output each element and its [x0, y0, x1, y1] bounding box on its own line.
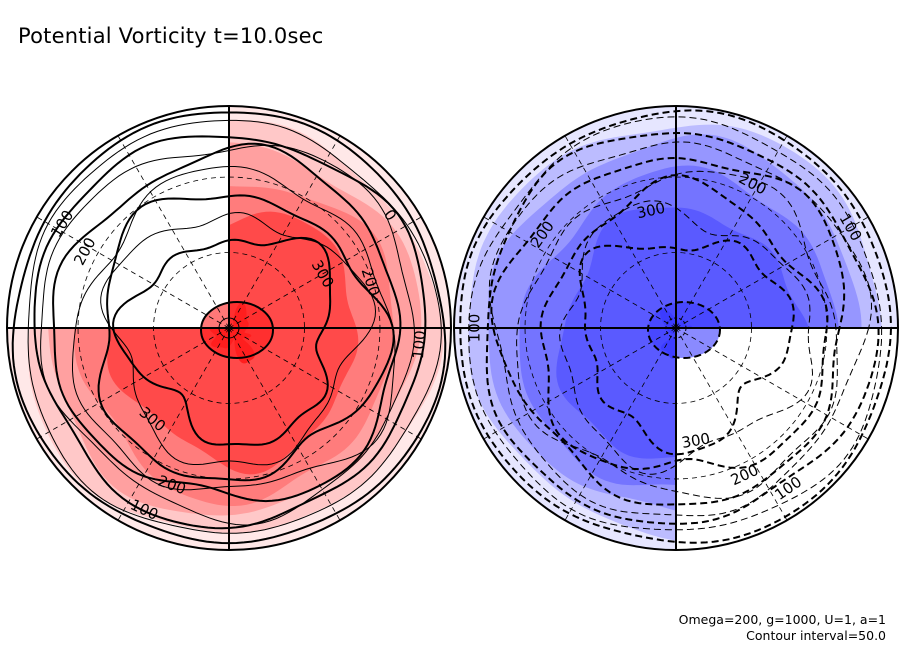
contour-line-8 — [578, 239, 795, 456]
meridian-1 — [228, 327, 422, 440]
meridian-10 — [228, 135, 341, 329]
meridian-1 — [675, 327, 869, 440]
contour-line-6 — [539, 174, 829, 471]
meridian-7 — [36, 216, 230, 329]
meridian-2 — [675, 327, 788, 521]
meridian-8 — [117, 135, 230, 329]
shaded-quadrant-nw — [454, 106, 676, 328]
contour-line-5 — [516, 170, 838, 499]
plot-boundary — [6, 105, 452, 551]
color-band-4 — [676, 207, 810, 328]
contour-label: 200 — [70, 234, 99, 268]
meridian-4 — [117, 327, 230, 521]
meridian-2 — [228, 327, 341, 521]
contour-label: 100 — [771, 473, 805, 504]
model-parameters: Omega=200, g=1000, U=1, a=1 — [678, 612, 886, 627]
shaded-quadrant-se — [229, 328, 451, 550]
figure-footer: Omega=200, g=1000, U=1, a=1 Contour inte… — [679, 612, 886, 644]
shaded-quadrant-sw — [7, 328, 229, 550]
contour-line-5 — [72, 166, 396, 491]
color-band-4 — [556, 328, 676, 459]
shaded-quadrant-sw — [454, 328, 676, 550]
contour-interval-note: Contour interval=50.0 — [746, 628, 886, 643]
meridian-4 — [564, 327, 677, 521]
contour-label: 300 — [680, 429, 711, 452]
meridian-11 — [228, 216, 422, 329]
meridian-8 — [564, 135, 677, 329]
contour-label: 100 — [466, 314, 484, 343]
shaded-quadrant-ne — [676, 106, 898, 328]
color-band-4 — [107, 328, 229, 469]
central-vortex — [200, 301, 274, 359]
color-band-4 — [229, 211, 357, 328]
meridian-5 — [36, 327, 230, 440]
contour-line-7 — [100, 211, 377, 466]
contour-line-6 — [97, 194, 395, 482]
meridian-5 — [483, 327, 677, 440]
meridian-11 — [675, 216, 869, 329]
contour-line-7 — [559, 200, 814, 475]
color-band-4 — [564, 207, 676, 328]
plot-boundary — [453, 105, 899, 551]
color-band-4 — [229, 328, 359, 475]
contour-line-8 — [112, 236, 332, 446]
central-vortex — [647, 301, 721, 359]
chart-title: Potential Vorticity t=10.0sec — [18, 24, 324, 48]
meridian-10 — [675, 135, 788, 329]
contour-label: 300 — [635, 199, 667, 223]
meridian-7 — [483, 216, 677, 329]
contour-label: 100 — [409, 330, 429, 360]
